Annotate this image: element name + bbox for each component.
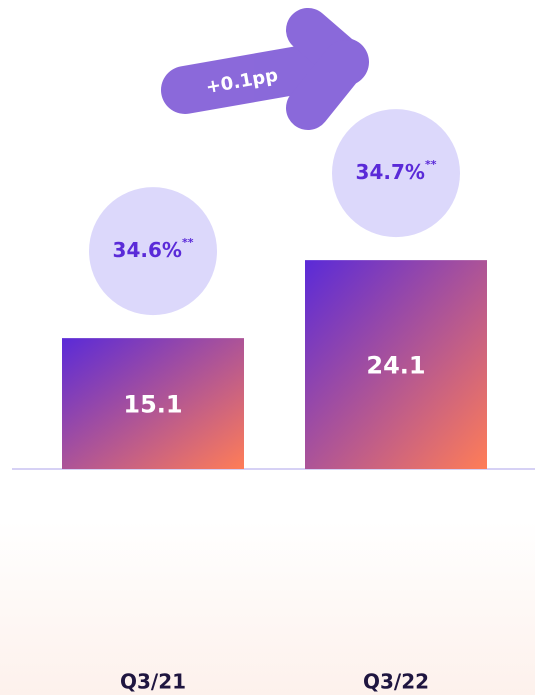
bar (62, 338, 244, 469)
margin-value: 34.6% (113, 238, 182, 262)
bar (305, 260, 487, 469)
bar-value-label: 24.1 (366, 352, 425, 380)
margin-circle (89, 187, 217, 316)
arrow (161, 8, 369, 130)
x-tick-label: Q3/21 (120, 670, 186, 694)
margin-circle (332, 109, 460, 238)
margin-label: 34.7%** (356, 158, 437, 184)
footnote-mark: ** (425, 158, 437, 171)
margin-label: 34.6%** (113, 236, 194, 262)
margin-value: 34.7% (356, 160, 425, 184)
x-tick-label: Q3/22 (363, 670, 429, 694)
footnote-mark: ** (182, 236, 194, 249)
bar-value-label: 15.1 (123, 391, 182, 419)
